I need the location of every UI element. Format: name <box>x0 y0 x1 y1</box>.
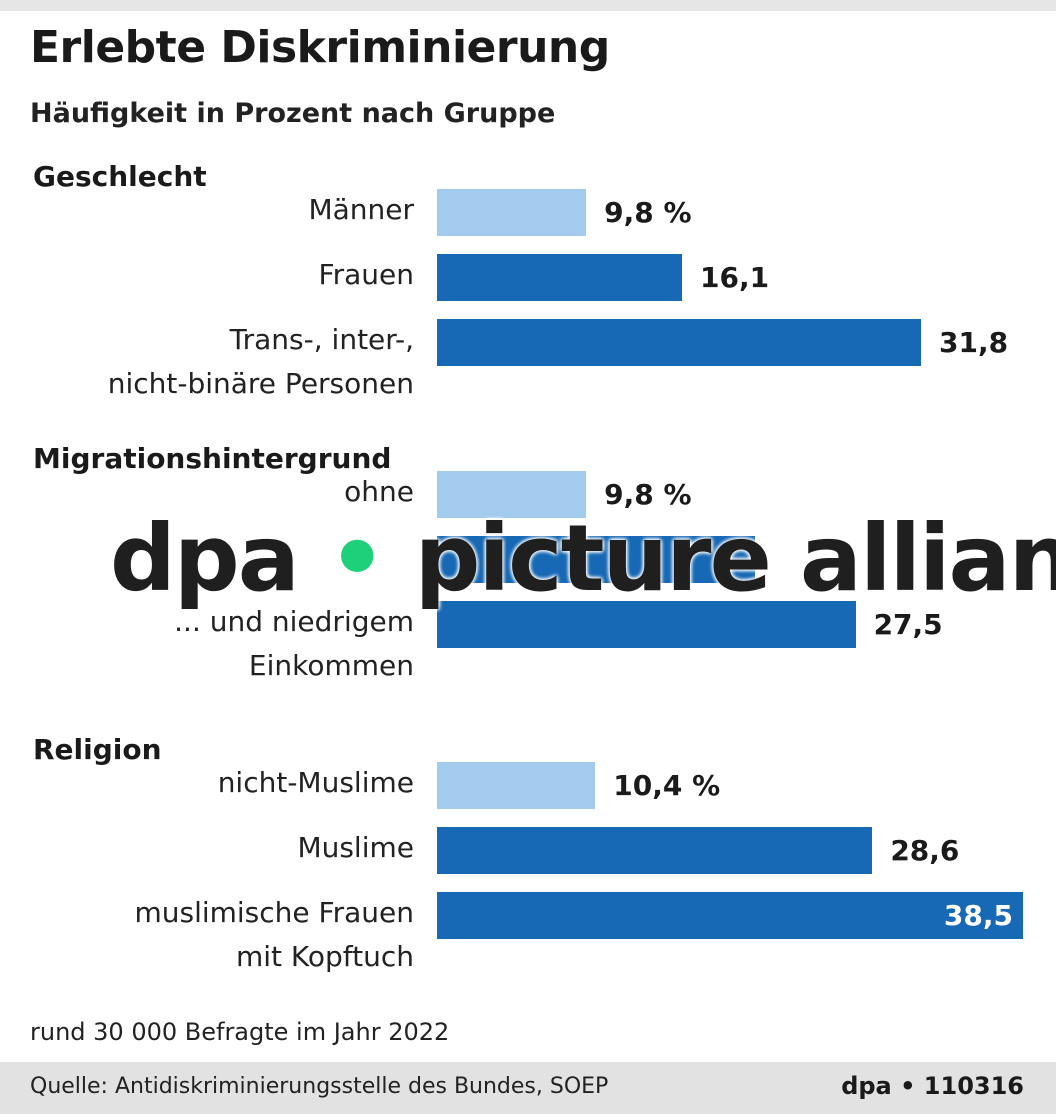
value-label: 27,5 <box>873 608 943 641</box>
bar-label: Muslime <box>297 826 414 870</box>
bar-label: Männer <box>308 188 414 232</box>
chart-title: Erlebte Diskriminierung <box>30 22 610 73</box>
bar-label-line: muslimische Frauen <box>134 896 414 929</box>
bar <box>437 827 873 874</box>
footer: Quelle: Antidiskriminierungsstelle des B… <box>0 1062 1056 1114</box>
bar-label-line: Frauen <box>318 258 414 291</box>
bar-label: nicht-Muslime <box>218 761 414 805</box>
group-title: Geschlecht <box>33 160 207 193</box>
bar-label-line: ... und niedrigem <box>174 605 414 638</box>
group-title: Religion <box>33 733 162 766</box>
group-title: Migrationshintergrund <box>33 442 392 475</box>
bar <box>437 254 683 301</box>
bar-label: ... und niedrigem Einkommen <box>174 600 414 688</box>
bar-label: Trans-, inter-, nicht-binäre Personen <box>108 318 414 406</box>
bar-label: Frauen <box>319 253 414 297</box>
bar-label-line: nicht-binäre Personen <box>107 367 414 400</box>
source-text: Quelle: Antidiskriminierungsstelle des B… <box>30 1074 609 1099</box>
bar-label-line: Muslime <box>297 831 414 864</box>
bar-label-line: ohne <box>344 475 414 508</box>
chart-subtitle: Häufigkeit in Prozent nach Gruppe <box>30 98 556 129</box>
bar <box>437 601 856 648</box>
value-label: 38,5 <box>943 899 1013 932</box>
bar-label-line: mit Kopftuch <box>235 940 414 973</box>
value-label: 28,6 <box>890 834 960 867</box>
value-label: 16,1 <box>700 261 770 294</box>
credit-text: dpa • 110316 <box>841 1072 1024 1100</box>
bar-label: muslimische Frauen mit Kopftuch <box>134 891 414 979</box>
value-label: 10,4 % <box>613 769 721 802</box>
bar <box>437 536 756 583</box>
bar <box>437 892 1023 939</box>
bar-label-line: Einkommen <box>248 649 414 682</box>
bar <box>437 471 587 518</box>
bar-label: ohne <box>344 470 414 514</box>
value-label: 9,8 % <box>604 478 692 511</box>
bar <box>437 762 596 809</box>
bar-label-line: Trans-, inter-, <box>229 323 414 356</box>
bar <box>437 319 922 366</box>
bar-label-line: nicht-Muslime <box>217 766 414 799</box>
value-label: 9,8 % <box>604 196 692 229</box>
watermark-logo: dpa • picture alliance <box>110 505 1056 612</box>
bar <box>437 189 587 236</box>
chart-note: rund 30 000 Befragte im Jahr 2022 <box>30 1018 450 1046</box>
value-label: 31,8 <box>939 326 1009 359</box>
bar-label-line: Männer <box>308 193 414 226</box>
top-strip <box>0 0 1056 11</box>
